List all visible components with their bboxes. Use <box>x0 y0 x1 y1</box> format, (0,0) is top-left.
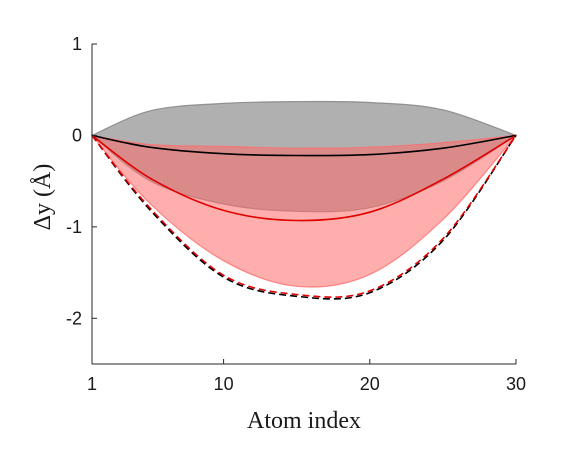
y-tick-label: -2 <box>66 308 82 328</box>
y-tick-label: 0 <box>72 125 82 145</box>
plot-area <box>90 100 518 300</box>
y-tick-label: -1 <box>66 217 82 237</box>
x-tick-label: 1 <box>87 374 97 394</box>
dashed-line-3 <box>91 134 517 300</box>
x-tick-label: 20 <box>360 374 380 394</box>
confidence-band-2 <box>90 134 518 288</box>
y-tick-label: 1 <box>72 34 82 54</box>
axes: 10-1-21 10 20 30 <box>66 34 526 394</box>
solid-line-1 <box>91 134 517 157</box>
x-axis-title: Atom index <box>247 408 361 434</box>
y-axis-title: Δy (Å) <box>30 164 56 231</box>
solid-line-2 <box>91 134 517 222</box>
x-tick-label: 30 <box>506 374 526 394</box>
dashed-line-4 <box>91 134 517 298</box>
x-tick-label: 10 <box>214 374 234 394</box>
